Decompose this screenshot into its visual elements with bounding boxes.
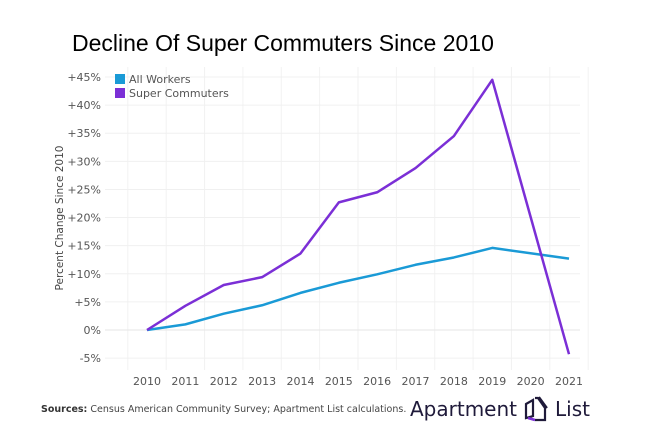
x-tick-label: 2019 xyxy=(478,375,506,388)
chart-title: Decline Of Super Commuters Since 2010 xyxy=(72,30,494,56)
sources-note: Sources: Census American Community Surve… xyxy=(41,404,406,415)
logo-text-right: List xyxy=(555,397,590,421)
x-tick-label: 2013 xyxy=(248,375,276,388)
logo-text-left: Apartment xyxy=(410,397,518,421)
y-tick-label: +10% xyxy=(67,268,101,281)
y-tick-label: +5% xyxy=(74,296,101,309)
y-tick-label: +15% xyxy=(67,240,101,253)
x-tick-label: 2021 xyxy=(555,375,583,388)
x-tick-label: 2014 xyxy=(286,375,314,388)
legend-label: All Workers xyxy=(129,73,191,86)
x-tick-label: 2011 xyxy=(171,375,199,388)
y-tick-label: +35% xyxy=(67,127,101,140)
y-tick-label: 0% xyxy=(84,324,101,337)
building-logo-icon xyxy=(524,396,548,422)
y-tick-label: +45% xyxy=(67,71,101,84)
apartment-list-logo: Apartment List xyxy=(410,396,590,422)
y-tick-label: +20% xyxy=(67,212,101,225)
y-tick-label: +40% xyxy=(67,99,101,112)
y-tick-label: -5% xyxy=(80,352,101,365)
x-tick-label: 2020 xyxy=(517,375,545,388)
y-axis-label: Percent Change Since 2010 xyxy=(54,146,66,291)
sources-text: Census American Community Survey; Apartm… xyxy=(87,404,407,415)
legend-swatch xyxy=(115,74,125,84)
x-tick-label: 2010 xyxy=(133,375,161,388)
sources-label: Sources: xyxy=(41,404,88,415)
y-tick-label: +30% xyxy=(67,155,101,168)
line-chart: 2010 2011 2012 2013 2014 2015 2016 2017 2018 2019… xyxy=(54,67,589,388)
x-tick-label: 2015 xyxy=(325,375,353,388)
x-tick-label: 2018 xyxy=(440,375,468,388)
x-tick-label: 2016 xyxy=(363,375,391,388)
x-tick-label: 2012 xyxy=(210,375,238,388)
x-tick-label: 2017 xyxy=(402,375,430,388)
legend-swatch xyxy=(115,88,125,98)
y-tick-label: +25% xyxy=(67,183,101,196)
legend-label: Super Commuters xyxy=(129,87,229,100)
